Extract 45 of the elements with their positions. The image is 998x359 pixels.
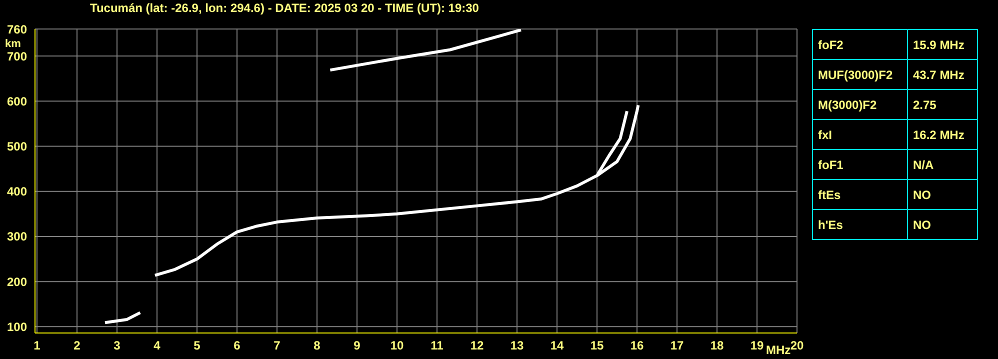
text: 16.2 MHz	[908, 120, 978, 150]
text: 15.9 MHz	[908, 30, 978, 60]
x-tick-label: 1	[34, 338, 41, 353]
text: 2.75	[908, 90, 978, 120]
x-tick-label: 20	[790, 338, 804, 353]
x-tick-label: 6	[234, 338, 241, 353]
text: M(3000)F2	[812, 90, 908, 120]
text: NO	[908, 210, 978, 240]
x-tick-label: 18	[710, 338, 724, 353]
text: foF2	[812, 30, 908, 60]
text: NO	[908, 180, 978, 210]
x-tick-label: 19	[750, 338, 764, 353]
chart-title: Tucumán (lat: -26.9, lon: 294.6) - DATE: 2025 03 20 - TIME (UT): 19:30	[90, 1, 479, 15]
x-tick-label: 2	[74, 338, 81, 353]
x-tick-label: 15	[590, 338, 604, 353]
x-tick-label: 11	[430, 338, 444, 353]
y-tick-label: 200	[6, 274, 28, 289]
text: ftEs	[812, 180, 908, 210]
x-tick-label: 16	[630, 338, 644, 353]
text: 43.7 MHz	[908, 60, 978, 90]
text: h'Es	[812, 210, 908, 240]
text: foF1	[812, 150, 908, 180]
x-tick-label: 10	[390, 338, 404, 353]
x-tick-label: 4	[154, 338, 161, 353]
y-tick-label: 700	[6, 49, 28, 64]
y-tick-label: 400	[6, 184, 28, 199]
x-tick-label: 8	[314, 338, 321, 353]
x-tick-label: 13	[510, 338, 524, 353]
y-tick-label: 600	[6, 94, 28, 108]
text: fxI	[812, 120, 908, 150]
x-tick-label: 12	[470, 338, 484, 353]
text: N/A	[908, 150, 978, 180]
x-tick-label: 9	[354, 338, 361, 353]
x-tick-label: 14	[550, 338, 564, 353]
y-axis-title: km	[5, 38, 21, 50]
x-tick-label: 5	[194, 338, 201, 353]
text: MUF(3000)F2	[812, 60, 908, 90]
x-axis-title: MHz	[766, 343, 791, 357]
x-tick-label: 17	[670, 338, 684, 353]
y-tick-label: 300	[6, 230, 28, 244]
y-tick-label: 500	[6, 140, 28, 154]
y-tick-label: 100	[6, 320, 28, 334]
x-tick-label: 7	[274, 338, 281, 353]
y-tick-label: 760	[6, 22, 28, 36]
x-tick-label: 3	[114, 338, 121, 353]
